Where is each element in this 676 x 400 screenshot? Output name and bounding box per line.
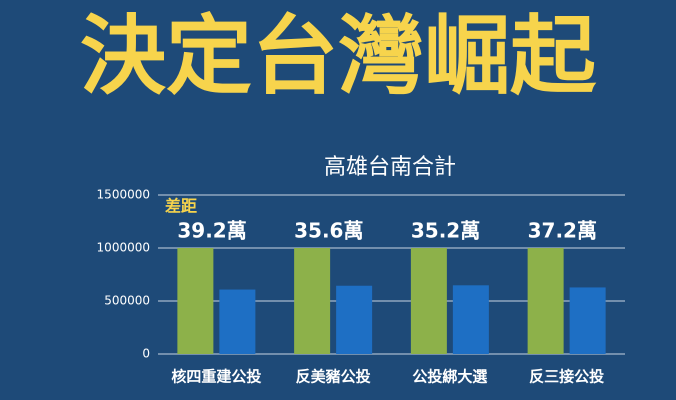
chart-title: 高雄台南合計 [324,155,456,180]
bar [336,285,373,354]
annotation: 差距 [165,197,197,216]
bar-annotation: 39.2萬 [177,219,246,243]
bar-annotation: 37.2萬 [528,219,597,243]
y-tick-label: 1000000 [97,241,150,255]
y-tick-label: 1500000 [97,188,150,202]
y-tick-label: 0 [142,347,150,361]
y-tick-label: 500000 [104,294,150,308]
x-tick-label: 核四重建公投 [171,368,261,386]
bar [527,248,564,354]
bar [177,248,214,354]
bar-annotation: 35.2萬 [411,219,480,243]
bar [569,287,606,354]
x-tick-label: 反美豬公投 [296,368,371,386]
bar-annotation: 35.6萬 [294,219,363,243]
bar [410,248,447,354]
bar [294,248,331,354]
header: 決定台灣崛起 [80,6,597,106]
x-tick-label: 公投綁大選 [412,368,487,386]
bar [219,289,256,354]
bar [452,285,489,354]
x-tick-label: 反三接公投 [529,368,604,386]
